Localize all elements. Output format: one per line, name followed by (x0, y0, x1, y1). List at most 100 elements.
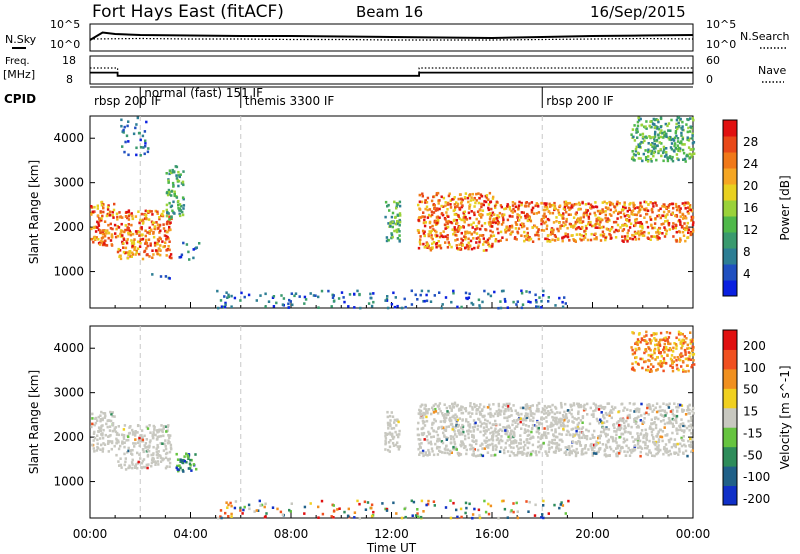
data-cell (134, 438, 137, 441)
data-cell (660, 365, 663, 368)
data-cell (512, 404, 515, 407)
data-cell (241, 512, 244, 515)
data-cell (477, 244, 480, 247)
data-cell (169, 443, 173, 447)
data-cell (435, 221, 439, 225)
data-cell (590, 224, 594, 228)
data-cell (384, 215, 387, 219)
data-cell (529, 405, 532, 408)
data-cell (663, 155, 667, 158)
data-cell (497, 516, 500, 520)
data-cell (353, 511, 357, 514)
data-cell (645, 436, 648, 440)
data-cell (506, 203, 509, 206)
data-cell (141, 459, 145, 463)
data-cell (92, 432, 96, 435)
data-cell (422, 413, 425, 417)
data-cell (386, 204, 389, 208)
data-cell (522, 406, 525, 410)
data-cell (172, 185, 175, 188)
data-cell (575, 442, 578, 445)
data-cell (522, 224, 526, 228)
data-cell (127, 435, 130, 438)
data-cell (137, 438, 141, 442)
data-cell (659, 409, 662, 413)
data-cell (90, 205, 93, 208)
date-label: 16/Sep/2015 (590, 3, 686, 21)
data-cell (134, 434, 137, 437)
data-cell (142, 458, 146, 461)
data-cell (497, 215, 501, 219)
data-cell (438, 407, 441, 411)
data-cell (594, 226, 597, 229)
data-cell (189, 458, 192, 462)
data-cell (605, 413, 609, 417)
data-cell (441, 303, 444, 306)
data-cell (337, 297, 341, 300)
data-cell (519, 442, 522, 445)
data-cell (530, 436, 533, 440)
data-cell (657, 444, 660, 447)
data-cell (631, 233, 634, 237)
data-cell (657, 214, 661, 217)
data-cell (115, 433, 119, 436)
data-cell (179, 209, 182, 212)
data-cell (427, 233, 430, 236)
data-cell (691, 216, 695, 219)
data-cell (615, 452, 618, 456)
data-cell (394, 215, 397, 219)
data-cell (608, 200, 611, 204)
data-cell (131, 428, 134, 432)
data-cell (577, 440, 580, 443)
data-cell (423, 407, 426, 410)
data-cell (487, 502, 490, 506)
data-cell (664, 414, 667, 417)
data-cell (686, 201, 689, 204)
data-cell (518, 450, 521, 454)
data-cell (396, 220, 399, 223)
data-cell (643, 139, 646, 143)
data-cell (579, 419, 583, 422)
data-cell (597, 408, 601, 411)
data-cell (508, 433, 511, 437)
data-cell (229, 501, 232, 505)
data-cell (597, 435, 600, 438)
data-cell (144, 215, 148, 218)
data-cell (159, 249, 162, 252)
data-cell (423, 438, 426, 441)
data-cell (680, 134, 683, 137)
data-cell (589, 223, 592, 227)
data-cell (512, 207, 515, 211)
data-cell (540, 306, 543, 309)
data-cell (592, 205, 595, 209)
data-cell (511, 204, 515, 207)
data-cell (468, 216, 472, 220)
data-cell (648, 427, 651, 430)
data-cell (650, 370, 653, 373)
data-cell (639, 357, 642, 361)
data-cell (141, 222, 145, 225)
data-cell (548, 405, 552, 408)
data-cell (467, 211, 471, 215)
data-cell (548, 412, 551, 415)
data-cell (692, 147, 695, 151)
data-cell (580, 453, 583, 456)
data-cell (469, 404, 472, 408)
data-cell (446, 203, 449, 206)
data-cell (456, 204, 459, 208)
data-cell (490, 413, 493, 416)
data-cell (178, 256, 181, 259)
data-cell (386, 410, 389, 414)
data-cell (119, 235, 123, 238)
data-cell (101, 447, 105, 450)
data-cell (599, 418, 602, 422)
data-cell (646, 225, 650, 229)
data-cell (288, 298, 291, 302)
data-cell (657, 136, 660, 140)
data-cell (516, 216, 519, 219)
data-cell (603, 416, 606, 420)
data-cell (441, 441, 445, 445)
data-cell (275, 301, 278, 305)
data-cell (656, 230, 660, 234)
data-cell (677, 125, 680, 129)
